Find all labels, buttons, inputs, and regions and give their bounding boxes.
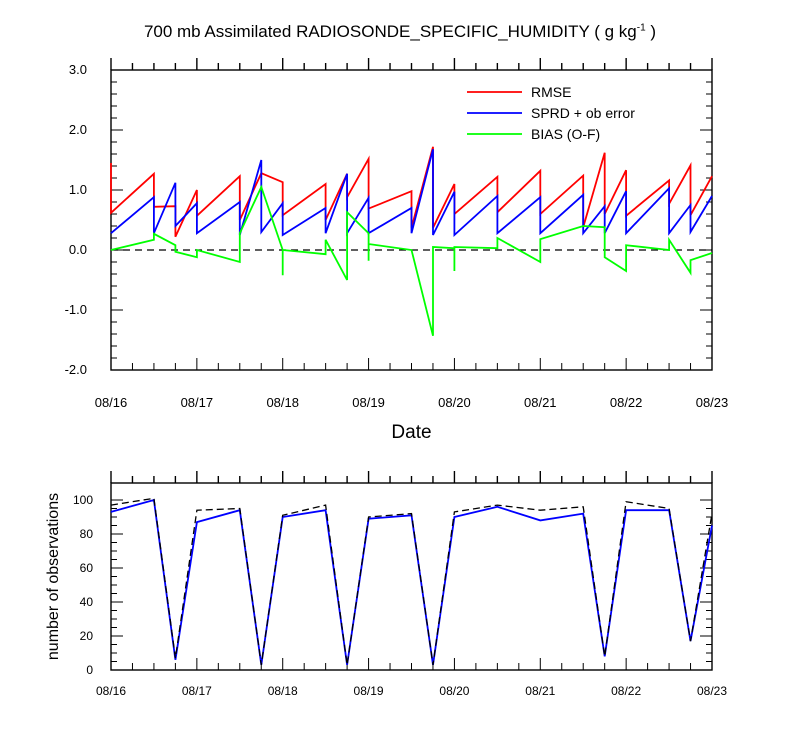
x-tick-label: 08/18 [266,395,299,410]
y-tick-label: -1.0 [65,302,87,317]
x-tick-label: 08/20 [439,684,469,698]
x-tick-label: 08/19 [354,684,384,698]
x-tick-label: 08/19 [352,395,385,410]
x-tick-label: 08/17 [181,395,214,410]
x-tick-label: 08/20 [438,395,471,410]
x-tick-label: 08/22 [611,684,641,698]
legend: RMSE SPRD + ob error BIAS (O-F) [467,84,635,142]
legend-label-sprd-ob-error: SPRD + ob error [531,105,635,121]
x-tick-label: 08/18 [268,684,298,698]
plot-frame [110,482,713,671]
legend-label-rmse: RMSE [531,84,571,100]
y-tick-label: 0 [86,663,93,677]
x-tick-label: 08/16 [96,684,126,698]
chart-title: 700 mb Assimilated RADIOSONDE_SPECIFIC_H… [0,22,800,42]
chart-title-main: 700 mb Assimilated RADIOSONDE_SPECIFIC_H… [143,22,637,41]
chart-title-end: ) [645,22,657,41]
chart-panel-2: 100 80 60 40 20 008/16 08/17 08/18 08/19 08/20 08/… [45,471,727,698]
series-line-possible [110,497,713,665]
x-tick-label: 08/22 [610,395,643,410]
y-tick-label: 1.0 [69,182,87,197]
y-tick-label: 3.0 [69,62,87,77]
y-tick-label: 2.0 [69,122,87,137]
chart-panel-1: 3.0 2.0 1.0 0.0 -1.0 -2.0 08/16 08/17 08/18 08/19… [65,58,729,443]
y-tick-label: 20 [80,629,94,643]
y-tick-label: 0.0 [69,242,87,257]
y-axis-label: number of observations [45,493,62,660]
x-tick-label: 08/16 [95,395,128,410]
series-line-used [110,498,713,666]
x-tick-label: 08/21 [524,395,557,410]
y-tick-label: 100 [73,493,93,507]
x-tick-label: 08/23 [697,684,727,698]
series-line-bias-o-f [110,184,713,337]
y-tick-label: 60 [80,561,94,575]
series-line-sprd-ob-error [110,148,713,238]
x-tick-label: 08/21 [525,684,555,698]
y-tick-label: -2.0 [65,362,87,377]
legend-label-bias-o-f: BIAS (O-F) [531,126,600,142]
x-axis-label: Date [391,422,431,443]
y-tick-label: 40 [80,595,94,609]
x-tick-label: 08/17 [182,684,212,698]
chart-title-superscript: -1 [636,22,646,34]
x-tick-label: 08/23 [696,395,729,410]
y-tick-label: 80 [80,527,94,541]
